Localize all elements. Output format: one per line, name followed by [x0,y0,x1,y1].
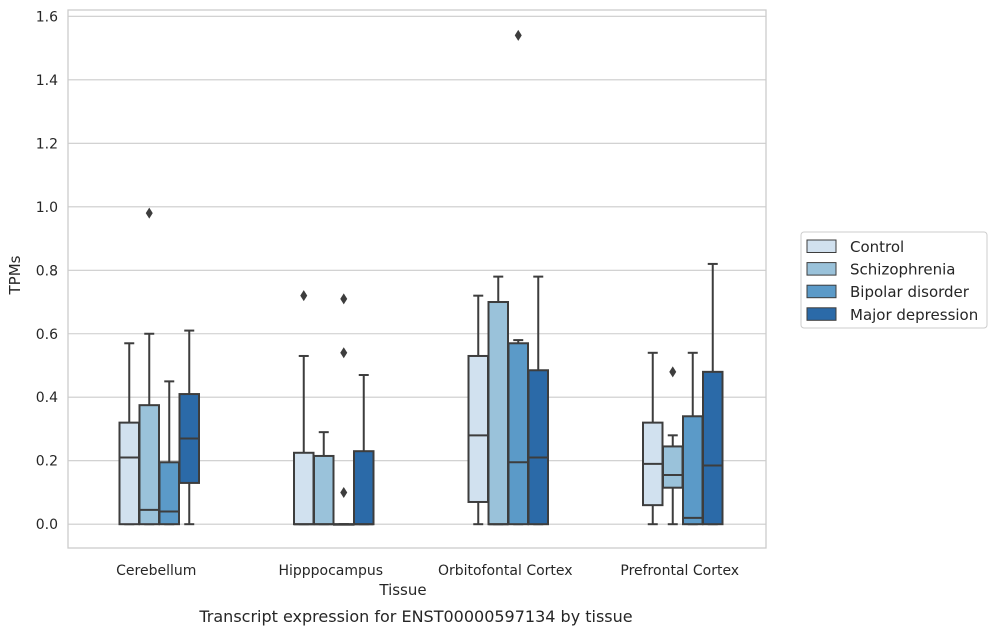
box-major-depression [527,275,549,526]
y-tick-label: 1.4 [36,73,58,89]
box-schizophrenia [313,431,335,526]
box-iqr [138,404,160,526]
box-bipolar-disorder [158,380,180,526]
x-tick-label: Prefrontal Cortex [620,563,739,579]
chart-caption: Transcript expression for ENST0000059713… [198,607,632,626]
legend-frame [800,231,988,329]
box-iqr [158,461,180,526]
box-iqr [662,445,684,489]
x-tick-label: Hipppocampus [278,563,383,579]
box-iqr [682,415,704,526]
y-tick-label: 1.2 [36,136,58,152]
y-tick-label: 1.0 [36,200,58,216]
y-tick-label: 0.6 [36,327,58,343]
legend-label: Bipolar disorder [850,283,970,301]
y-tick-labels: 0.0 0.2 0.4 0.6 0.8 1.0 1.2 1.4 1.6 [36,9,58,533]
plot-frame [67,9,767,549]
y-tick-label: 0.0 [36,517,58,533]
box-schizophrenia [487,275,509,526]
legend-swatch [806,284,837,299]
box-major-depression [702,262,724,526]
legend-swatch [806,262,837,276]
y-tick-label: 0.2 [36,454,58,470]
y-tick-label: 1.6 [36,9,58,25]
box-bipolar-disorder [333,293,355,526]
box-control [642,351,664,526]
box-iqr [702,370,724,526]
y-tick-label: 0.4 [36,390,58,406]
boxes [118,29,724,526]
legend: Control Schizophrenia Bipolar disorder Majo… [800,231,988,329]
legend-label: Schizophrenia [850,261,955,279]
outlier-point [514,29,522,41]
box-iqr [467,354,489,503]
outlier-point [340,347,348,359]
legend-swatch [806,307,837,321]
outlier-point [340,486,348,498]
box-iqr [118,421,140,526]
box-iqr [313,454,335,526]
x-tick-label: Orbitofontal Cortex [438,563,573,579]
box-major-depression [353,374,375,526]
box-bipolar-disorder [682,351,704,526]
outlier-point [145,207,153,219]
box-schizophrenia [662,366,684,526]
outlier-point [669,366,677,378]
box-iqr [507,342,529,526]
y-axis-label: TPMs [6,255,24,295]
box-iqr [527,369,549,526]
box-iqr [487,301,509,526]
x-tick-label: Cerebellum [116,563,196,579]
box-iqr [293,451,315,526]
box-major-depression [178,329,200,526]
box-control [293,290,315,526]
x-axis-label: Tissue [378,581,426,599]
x-tick-labels: Cerebellum Hipppocampus Orbitofontal Corte… [116,563,739,579]
box-bipolar-disorder [507,29,529,526]
outlier-point [340,293,348,305]
box-schizophrenia [138,207,160,526]
box-control [467,294,489,526]
legend-swatch [806,239,837,253]
box-control [118,342,140,526]
box-iqr [353,450,375,526]
y-tick-label: 0.8 [36,263,58,279]
legend-label: Major depression [850,306,978,324]
outlier-point [300,290,308,302]
legend-label: Control [850,238,904,256]
